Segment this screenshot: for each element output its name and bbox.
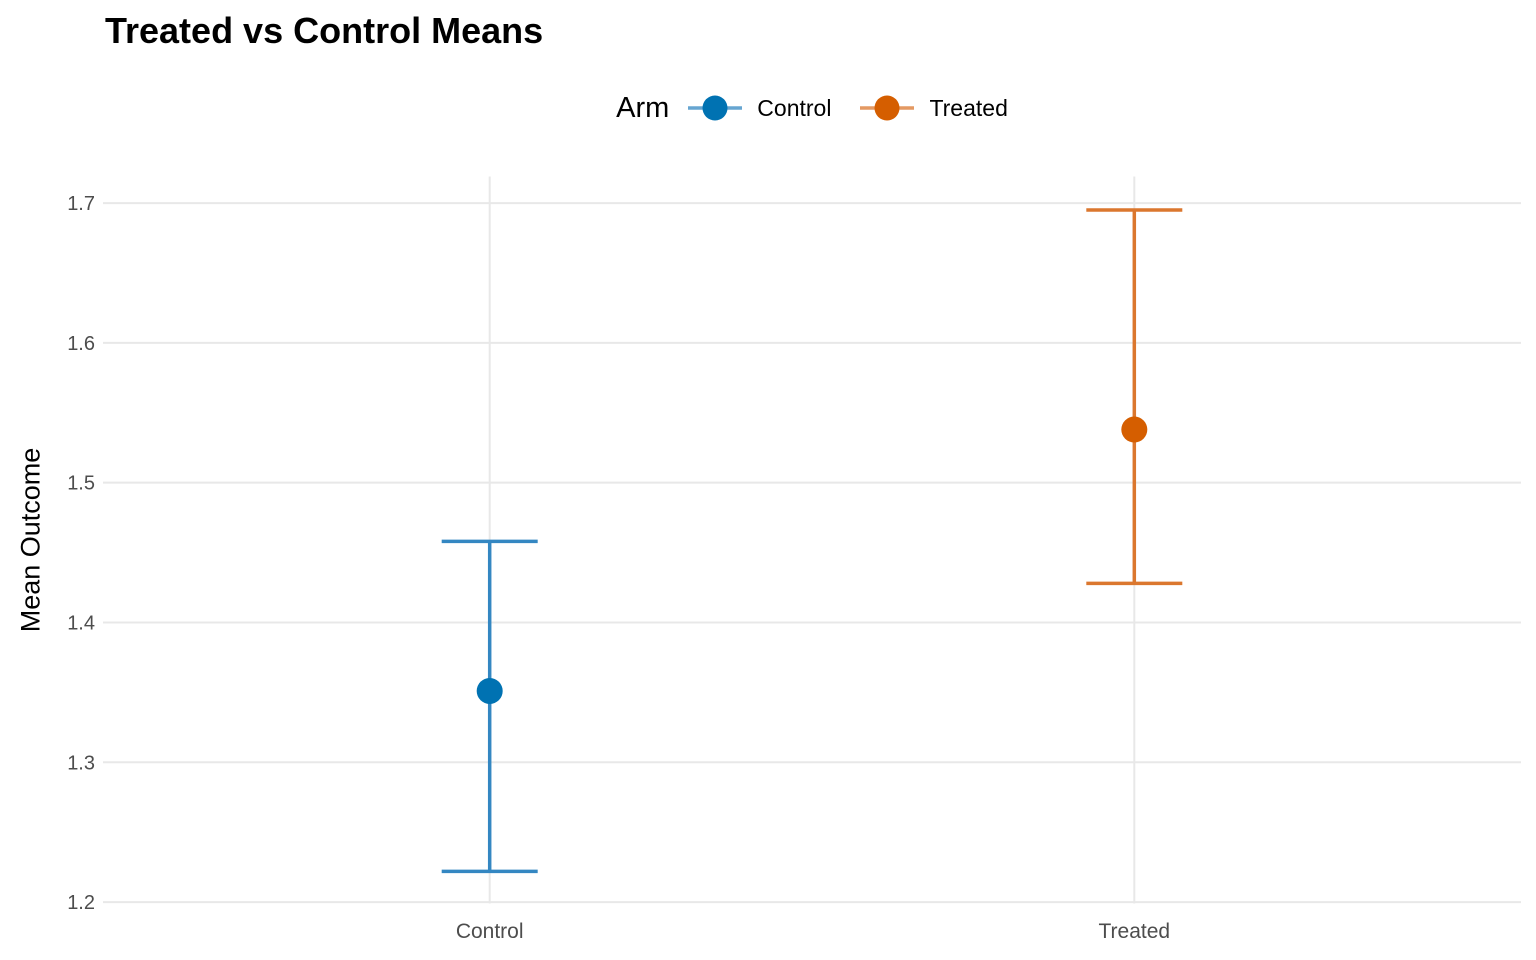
y-axis-title: Mean Outcome bbox=[15, 447, 46, 633]
pointrange-key-icon bbox=[860, 95, 915, 121]
y-tick-label: 1.5 bbox=[67, 473, 95, 495]
pointrange-key-icon bbox=[688, 95, 743, 121]
data-point-treated bbox=[1121, 416, 1148, 443]
legend: Arm Control Treated bbox=[103, 86, 1521, 130]
legend-item-control: Control bbox=[687, 90, 831, 126]
y-tick-label: 1.6 bbox=[67, 333, 95, 355]
y-tick-label: 1.7 bbox=[67, 193, 95, 215]
legend-item-label: Control bbox=[757, 94, 832, 121]
legend-item-treated: Treated bbox=[859, 90, 1008, 126]
y-tick-label: 1.3 bbox=[67, 752, 95, 774]
chart-title: Treated vs Control Means bbox=[105, 10, 544, 51]
y-tick-label: 1.2 bbox=[67, 892, 95, 914]
x-tick-label: Treated bbox=[1099, 920, 1171, 943]
y-tick-label: 1.4 bbox=[67, 612, 95, 634]
data-point-control bbox=[476, 677, 503, 704]
legend-title: Arm bbox=[616, 91, 670, 124]
x-tick-label: Control bbox=[456, 920, 524, 943]
legend-item-label: Treated bbox=[929, 94, 1008, 121]
